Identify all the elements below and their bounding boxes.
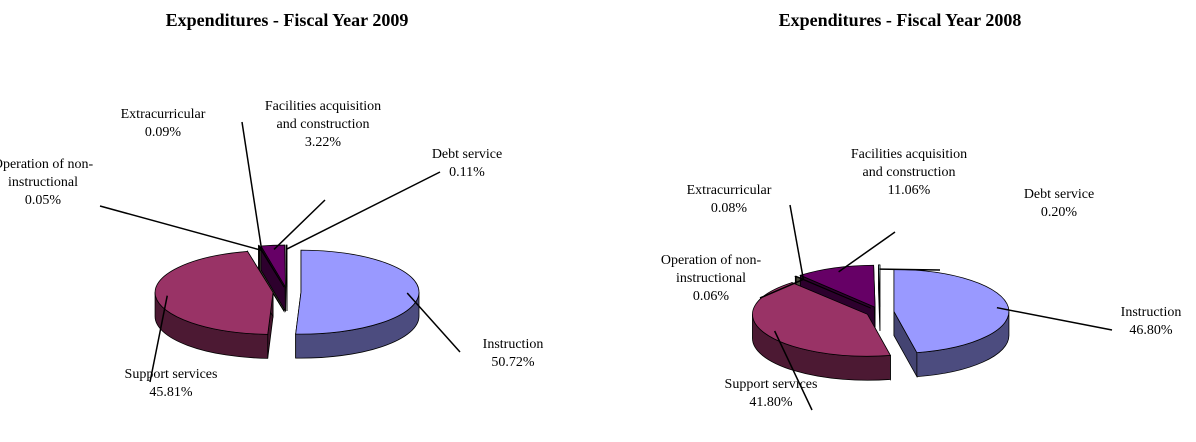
category-label: Support services <box>724 377 818 392</box>
value-label: 0.08% <box>710 201 748 216</box>
value-label: 0.11% <box>449 165 485 180</box>
value-label: 0.09% <box>144 125 182 140</box>
value-label: 46.80% <box>1129 323 1173 338</box>
slice-label: Operation of non-instructional 0.05% <box>0 156 108 210</box>
slice-label: Facilities acquisition and construction 3… <box>258 98 388 152</box>
slice-label: Extracurricular 0.08% <box>664 182 794 218</box>
chart-title: Expenditures - Fiscal Year 2009 <box>165 10 409 30</box>
value-label: 11.06% <box>887 183 931 198</box>
value-label: 50.72% <box>491 355 535 370</box>
slice-label: Debt service 0.20% <box>994 186 1124 222</box>
slice-label: Facilities acquisition and construction 1… <box>844 146 974 200</box>
category-label: Extracurricular <box>686 183 772 198</box>
value-label: 0.20% <box>1040 205 1078 220</box>
category-label: Instruction <box>482 337 544 352</box>
category-label: Debt service <box>431 147 503 162</box>
leader-line <box>879 268 941 271</box>
leader-line <box>759 278 804 299</box>
category-label: Support services <box>124 367 218 382</box>
slice <box>794 275 872 309</box>
category-label: Debt service <box>1023 187 1095 202</box>
value-label: 3.22% <box>304 135 342 150</box>
leader-line <box>241 121 263 251</box>
chart-title: Expenditures - Fiscal Year 2008 <box>778 10 1022 30</box>
slice <box>258 245 285 288</box>
slice-label: Debt service 0.11% <box>402 146 532 182</box>
leader-line <box>773 330 813 411</box>
slice <box>893 269 1010 354</box>
slice <box>878 264 881 307</box>
slice <box>799 264 876 308</box>
leader-line <box>99 205 262 251</box>
category-label: Operation of non-instructional <box>0 157 94 190</box>
slice-label: Instruction 50.72% <box>448 336 578 372</box>
slice-label: Instruction 46.80% <box>1086 304 1196 340</box>
value-label: 0.06% <box>692 289 730 304</box>
leader-line <box>789 204 805 280</box>
leader-line <box>406 292 461 353</box>
slice-label: Operation of non-instructional 0.06% <box>646 252 776 306</box>
slice <box>752 282 892 357</box>
category-label: Operation of non-instructional <box>660 253 762 286</box>
slice-label: Support services 41.80% <box>706 376 836 412</box>
value-label: 0.05% <box>24 193 62 208</box>
slice <box>154 251 274 335</box>
leader-line <box>286 171 441 250</box>
slice <box>285 244 288 288</box>
category-label: Facilities acquisition and construction <box>850 147 968 180</box>
slice <box>295 249 420 335</box>
slice-label: Support services 45.81% <box>106 366 236 402</box>
category-label: Instruction <box>1120 305 1182 320</box>
leader-line <box>838 231 896 273</box>
value-label: 41.80% <box>749 395 793 410</box>
leader-line <box>149 295 168 383</box>
value-label: 45.81% <box>149 385 193 400</box>
leader-line <box>273 199 326 251</box>
slice-label: Extracurricular 0.09% <box>98 106 228 142</box>
category-label: Extracurricular <box>120 107 206 122</box>
category-label: Facilities acquisition and construction <box>264 99 382 132</box>
leader-line <box>996 306 1113 331</box>
